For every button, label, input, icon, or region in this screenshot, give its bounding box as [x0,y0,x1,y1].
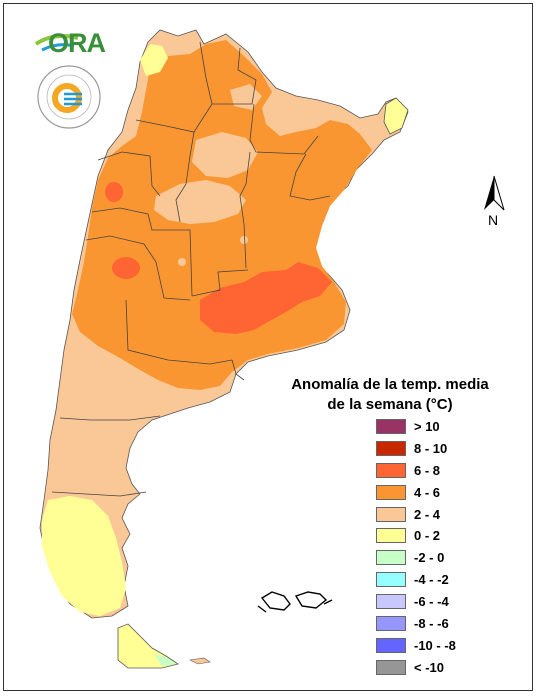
tierra-del-fuego-cyan [154,654,176,666]
anomaly-zone-6-8-west [112,257,140,279]
legend-swatch [376,440,406,456]
legend-title: Anomalía de la temp. media de la semana … [290,375,490,415]
isla-estados [189,657,211,665]
legend-swatch [376,616,406,632]
smn-seal-logo [36,64,102,130]
legend-label: < -10 [414,659,444,675]
anomaly-zone-0-2-misiones [383,97,409,135]
legend-label: 2 - 4 [414,506,441,522]
north-arrow: N [480,172,514,232]
anomaly-patch-2-4-b [154,180,246,224]
legend-label: -2 - 0 [414,550,445,566]
legend-label: > 10 [414,419,440,434]
smn-seal-icon [37,65,101,129]
legend-swatch [376,637,406,653]
ora-logo: ORA [34,26,106,60]
legend-swatch [376,484,406,500]
legend-label: 8 - 10 [414,440,448,456]
north-label: N [488,212,499,228]
anomaly-patch-2-4-a [192,132,258,178]
legend-swatch [376,462,406,478]
legend-swatch [376,506,406,522]
legend-swatch [376,594,406,610]
anomaly-zone-0-2-north [140,44,168,76]
legend-label: -4 - -2 [414,572,449,588]
legend-label: -8 - -6 [414,616,449,632]
legend-swatch [376,528,406,544]
legend-title-line2: de la semana (°C) [327,396,453,413]
anomaly-zone-6-8-east [200,262,332,334]
anomaly-zone-6-8-northwest [105,182,123,202]
anomaly-dot-2-4-b [240,236,248,244]
malvinas-islands [257,591,333,613]
legend-title-line1: Anomalía de la temp. media [291,376,489,393]
map-frame [3,3,533,691]
legend-swatch [376,550,406,566]
legend-label: 0 - 2 [414,528,441,544]
ora-logo-text: ORA [48,28,106,58]
legend-label: 4 - 6 [414,484,441,500]
legend-label: -10 - -8 [414,637,456,653]
anomaly-patch-2-4-c [268,104,306,128]
legend-label: -6 - -4 [414,594,449,610]
legend-label: 6 - 8 [414,462,441,478]
ora-swoosh-icon [34,34,79,52]
north-arrow-icon [484,175,505,211]
legend-swatch [376,572,406,588]
anomaly-zone-0-2-south [42,496,126,616]
legend-swatch [376,419,406,434]
anomaly-dot-2-4 [178,258,186,266]
legend-swatch [376,659,406,675]
province-boundaries [51,41,331,497]
